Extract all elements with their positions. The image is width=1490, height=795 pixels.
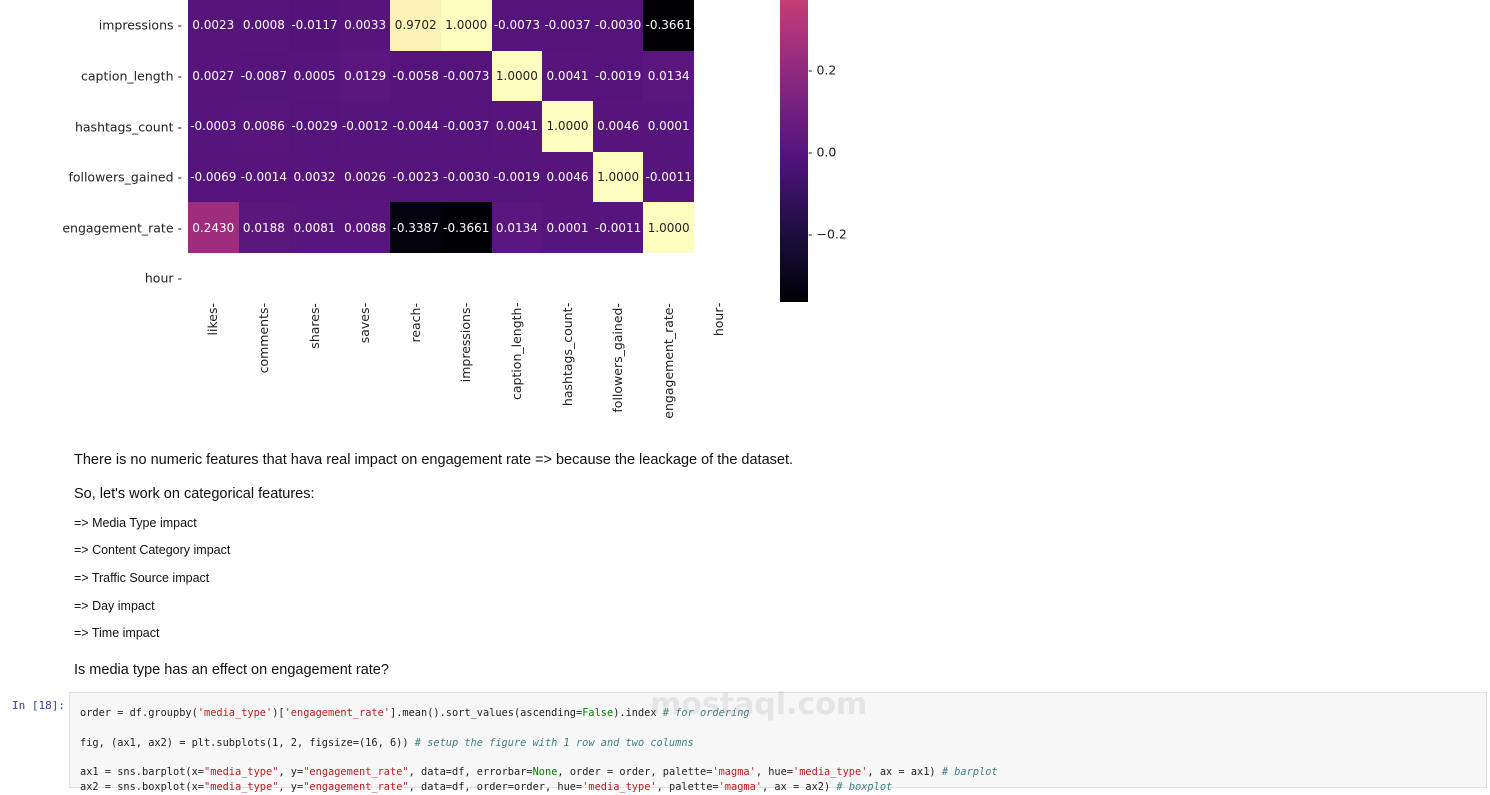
heatmap-cell: 0.0026	[340, 152, 391, 203]
heatmap-cell: 0.0008	[239, 0, 290, 51]
markdown-paragraph: There is no numeric features that hava r…	[74, 452, 793, 468]
heatmap-cell: 0.0027	[188, 51, 239, 102]
code-cell-editor[interactable]: order = df.groupby('media_type')['engage…	[69, 692, 1487, 788]
heatmap-cell: 0.0041	[542, 51, 593, 102]
heatmap-cell: 1.0000	[593, 152, 644, 203]
heatmap-cell: -0.0030	[441, 152, 492, 203]
heatmap-cell: -0.0073	[441, 51, 492, 102]
heatmap-cell: -0.0011	[643, 152, 694, 203]
row-label: engagement_rate	[62, 220, 182, 235]
colorbar-tick: - −0.2	[808, 226, 847, 241]
heatmap-cell: 0.0081	[289, 202, 340, 253]
heatmap-cell: -0.0012	[340, 101, 391, 152]
heatmap-cell: 0.0129	[340, 51, 391, 102]
heatmap-cell: 0.0032	[289, 152, 340, 203]
column-label: likes	[205, 303, 220, 335]
code-line: ax1 = sns.barplot(x="media_type", y="eng…	[80, 766, 1486, 781]
row-label: hour	[145, 271, 182, 286]
heatmap-cell: -0.3661	[643, 0, 694, 51]
heatmap-cell: -0.0037	[441, 101, 492, 152]
markdown-paragraph: So, let's work on categorical features:	[74, 486, 315, 502]
heatmap-cell: 0.0023	[188, 0, 239, 51]
list-item: => Traffic Source impact	[74, 571, 209, 585]
row-label: caption_length	[81, 68, 182, 83]
heatmap-cell: 0.0001	[542, 202, 593, 253]
heatmap-cell: 0.0033	[340, 0, 391, 51]
code-line: fig, (ax1, ax2) = plt.subplots(1, 2, fig…	[80, 737, 1486, 752]
heatmap-cell: -0.0069	[188, 152, 239, 203]
heatmap-cell: 0.0134	[492, 202, 543, 253]
heatmap-cell: 0.0046	[593, 101, 644, 152]
heatmap-cell: 0.0086	[239, 101, 290, 152]
heatmap-cell: -0.0087	[239, 51, 290, 102]
heatmap-cell: -0.0014	[239, 152, 290, 203]
heatmap-cell: 1.0000	[643, 202, 694, 253]
column-label: comments	[256, 303, 271, 373]
code-line: ax2 = sns.boxplot(x="media_type", y="eng…	[80, 781, 1486, 795]
heatmap-cell: 1.0000	[542, 101, 593, 152]
heatmap-cell: 0.0188	[239, 202, 290, 253]
column-label: caption_length	[509, 303, 524, 400]
list-item: => Time impact	[74, 626, 159, 640]
column-label: shares	[307, 303, 322, 349]
colorbar-tick: - 0.0	[808, 144, 836, 159]
heatmap-cell: -0.0058	[390, 51, 441, 102]
column-label: saves	[357, 303, 372, 343]
row-label: hashtags_count	[75, 119, 182, 134]
column-label: hour	[711, 303, 726, 336]
heatmap-cell: -0.0019	[593, 51, 644, 102]
code-line: order = df.groupby('media_type')['engage…	[80, 707, 1486, 722]
cell-prompt: In [18]:	[12, 699, 65, 712]
column-label: impressions	[458, 303, 473, 382]
column-label: reach	[408, 303, 423, 343]
heatmap-cell: -0.0037	[542, 0, 593, 51]
row-label: followers_gained	[68, 170, 182, 185]
heatmap-cell: 0.0046	[542, 152, 593, 203]
heatmap-cell: -0.0019	[492, 152, 543, 203]
heatmap-cell: -0.0011	[593, 202, 644, 253]
heatmap-cell: -0.0003	[188, 101, 239, 152]
heatmap-cell: -0.0044	[390, 101, 441, 152]
column-label: engagement_rate	[661, 303, 676, 419]
heatmap-cell: 0.0088	[340, 202, 391, 253]
heatmap-cell: -0.0023	[390, 152, 441, 203]
column-label: hashtags_count	[560, 303, 575, 406]
row-label: impressions	[99, 18, 182, 33]
heatmap-cell: -0.0030	[593, 0, 644, 51]
heatmap-cell: 0.0001	[643, 101, 694, 152]
list-item: => Day impact	[74, 599, 155, 613]
heatmap-cell: 0.0041	[492, 101, 543, 152]
heatmap-cell: 0.0005	[289, 51, 340, 102]
heatmap-cell: -0.3387	[390, 202, 441, 253]
list-item: => Media Type impact	[74, 516, 197, 530]
heatmap-cell: 0.0134	[643, 51, 694, 102]
heatmap-cell: -0.0073	[492, 0, 543, 51]
heatmap-cell: 1.0000	[441, 0, 492, 51]
heatmap-cell: 0.2430	[188, 202, 239, 253]
heatmap-cell: -0.0117	[289, 0, 340, 51]
markdown-heading: Is media type has an effect on engagemen…	[74, 662, 389, 678]
colorbar	[780, 0, 808, 302]
list-item: => Content Category impact	[74, 543, 230, 557]
heatmap-cell: 0.9702	[390, 0, 441, 51]
heatmap-cell: -0.0029	[289, 101, 340, 152]
colorbar-tick: - 0.2	[808, 62, 836, 77]
column-label: followers_gained	[610, 303, 625, 413]
heatmap-cell: 1.0000	[492, 51, 543, 102]
heatmap-cell: -0.3661	[441, 202, 492, 253]
